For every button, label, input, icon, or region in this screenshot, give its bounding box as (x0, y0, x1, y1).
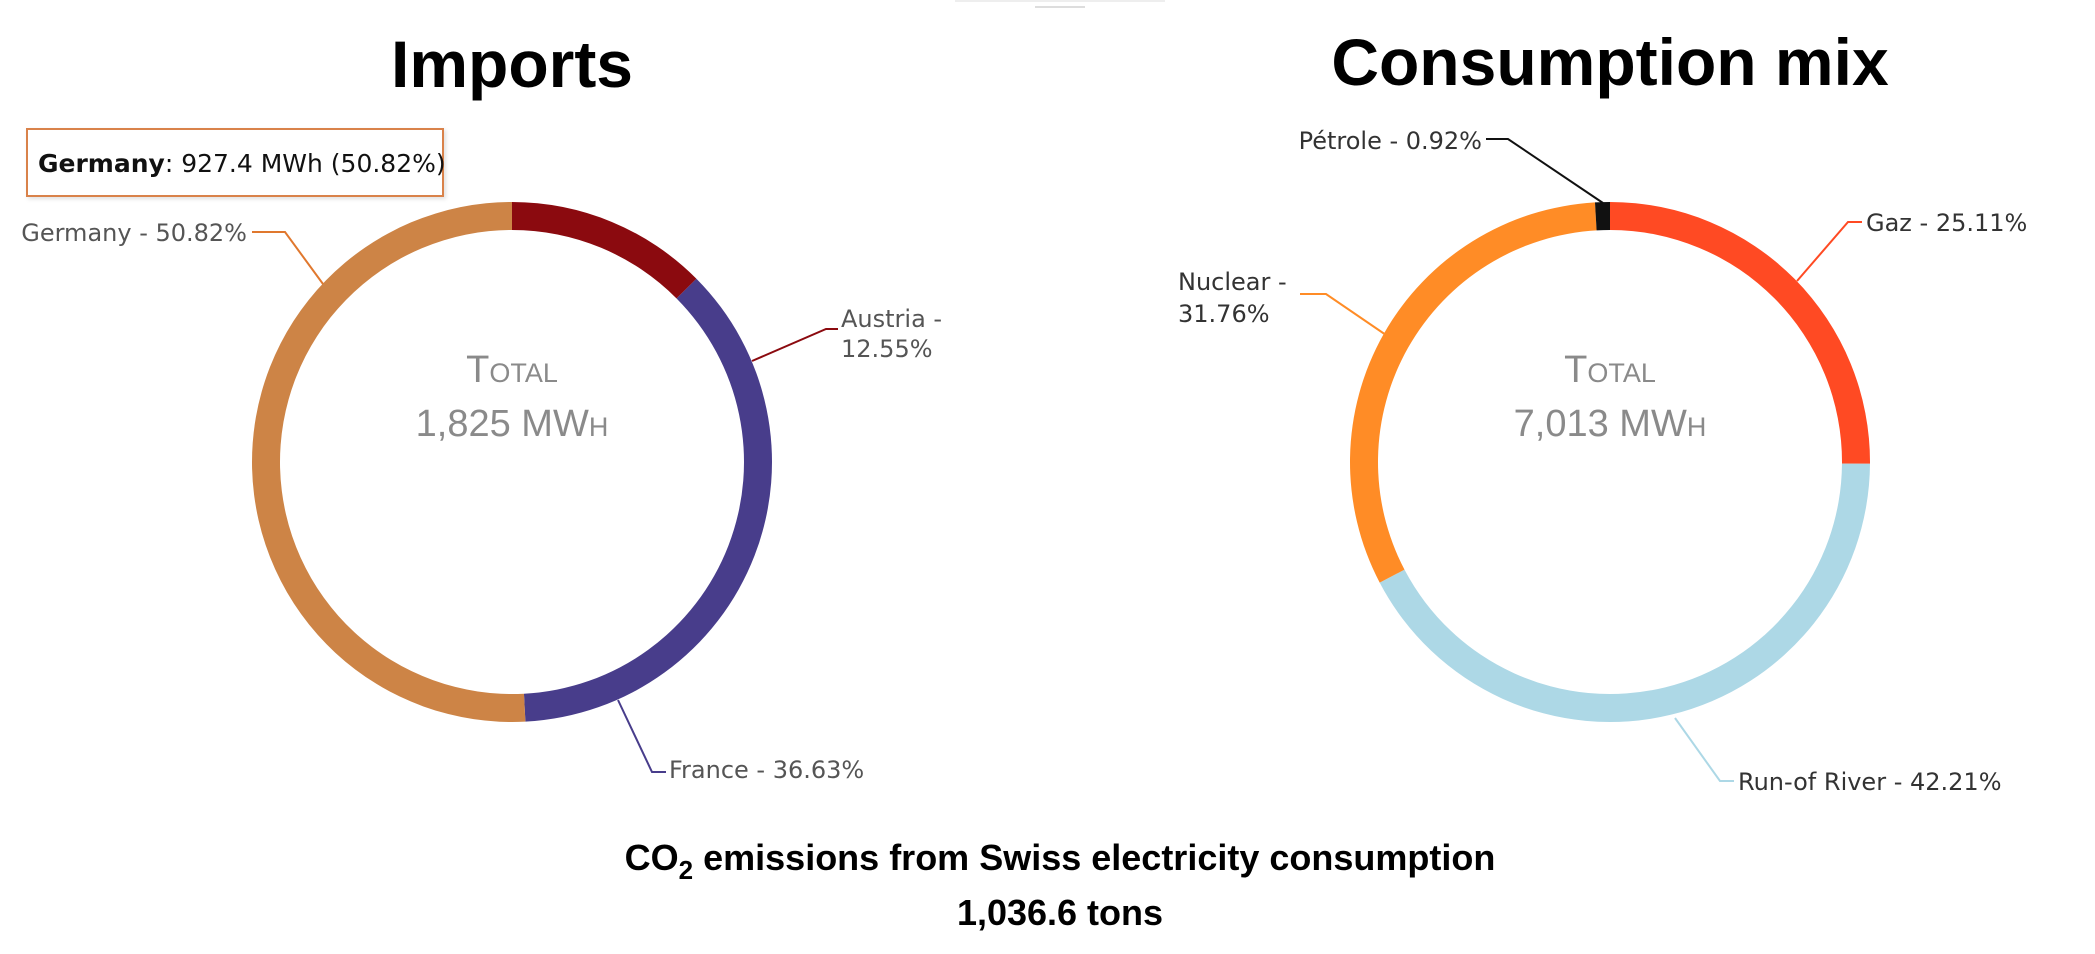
co2-title: CO2 emissions from Swiss electricity con… (625, 837, 1496, 885)
mix-label-nuclear-line1: Nuclear - (1178, 268, 1287, 296)
imports-chart-title: Imports (391, 27, 633, 101)
mix-slice-nuclear[interactable] (1350, 202, 1597, 583)
mix-label-nuclear: Nuclear - 31.76% (1178, 268, 1294, 328)
mix-label-gaz: Gaz - 25.11% (1866, 209, 2027, 237)
co2-title-subscript: 2 (679, 855, 693, 885)
imports-label-france: France - 36.63% (669, 756, 864, 784)
imports-slice-germany[interactable] (252, 202, 526, 722)
leader-austria (751, 328, 838, 362)
mix-label-petrole: Pétrole - 0.92% (1299, 127, 1482, 155)
imports-center-value: 1,825 MWh (416, 403, 609, 445)
mix-slices (1350, 202, 1870, 722)
mix-slice-run-of-river[interactable] (1379, 463, 1870, 722)
imports-slice-france[interactable] (523, 278, 772, 722)
tooltip-series-value: : 927.4 MWh (50.82%) (165, 149, 446, 178)
imports-center-label: Total (466, 349, 558, 391)
leader-france (617, 699, 666, 773)
imports-slices (252, 202, 772, 722)
co2-value: 1,036.6 tons (957, 892, 1163, 933)
consumption-mix-donut-chart: Consumption mix Total 7,013 MWh Pétrole … (1178, 25, 2027, 796)
leader-petrole (1486, 138, 1604, 204)
mix-label-nuclear-line2: 31.76% (1178, 300, 1270, 328)
mix-leader-lines (1300, 138, 1862, 782)
leader-run-of-river (1674, 717, 1734, 782)
co2-title-prefix: CO (625, 837, 679, 878)
leader-germany (252, 231, 324, 285)
mix-chart-title: Consumption mix (1331, 25, 1889, 99)
tooltip-series-name: Germany (38, 149, 165, 178)
imports-label-austria: Austria - 12.55% (841, 305, 950, 363)
leader-nuclear (1300, 293, 1387, 336)
leader-gaz (1796, 221, 1862, 282)
mix-slice-gaz[interactable] (1610, 202, 1870, 464)
imports-leader-lines (252, 231, 838, 773)
imports-label-austria-line1: Austria - (841, 305, 942, 333)
mix-label-run-of-river: Run-of River - 42.21% (1738, 768, 2002, 796)
tooltip-text: Germany: 927.4 MWh (50.82%) (38, 149, 446, 178)
imports-slice-austria[interactable] (512, 202, 697, 299)
mix-center-value: 7,013 MWh (1514, 403, 1707, 445)
co2-title-suffix: emissions from Swiss electricity consump… (693, 837, 1495, 878)
mix-slice-p-trole[interactable] (1594, 202, 1610, 231)
imports-donut-chart: Imports Total 1,825 MWh Germany - 50.82%… (21, 27, 950, 784)
tooltip-box (26, 128, 444, 197)
mix-center-label: Total (1564, 349, 1656, 391)
imports-label-germany: Germany - 50.82% (21, 219, 247, 247)
imports-tooltip: Germany: 927.4 MWh (50.82%) (26, 128, 446, 197)
imports-label-austria-line2: 12.55% (841, 335, 933, 363)
